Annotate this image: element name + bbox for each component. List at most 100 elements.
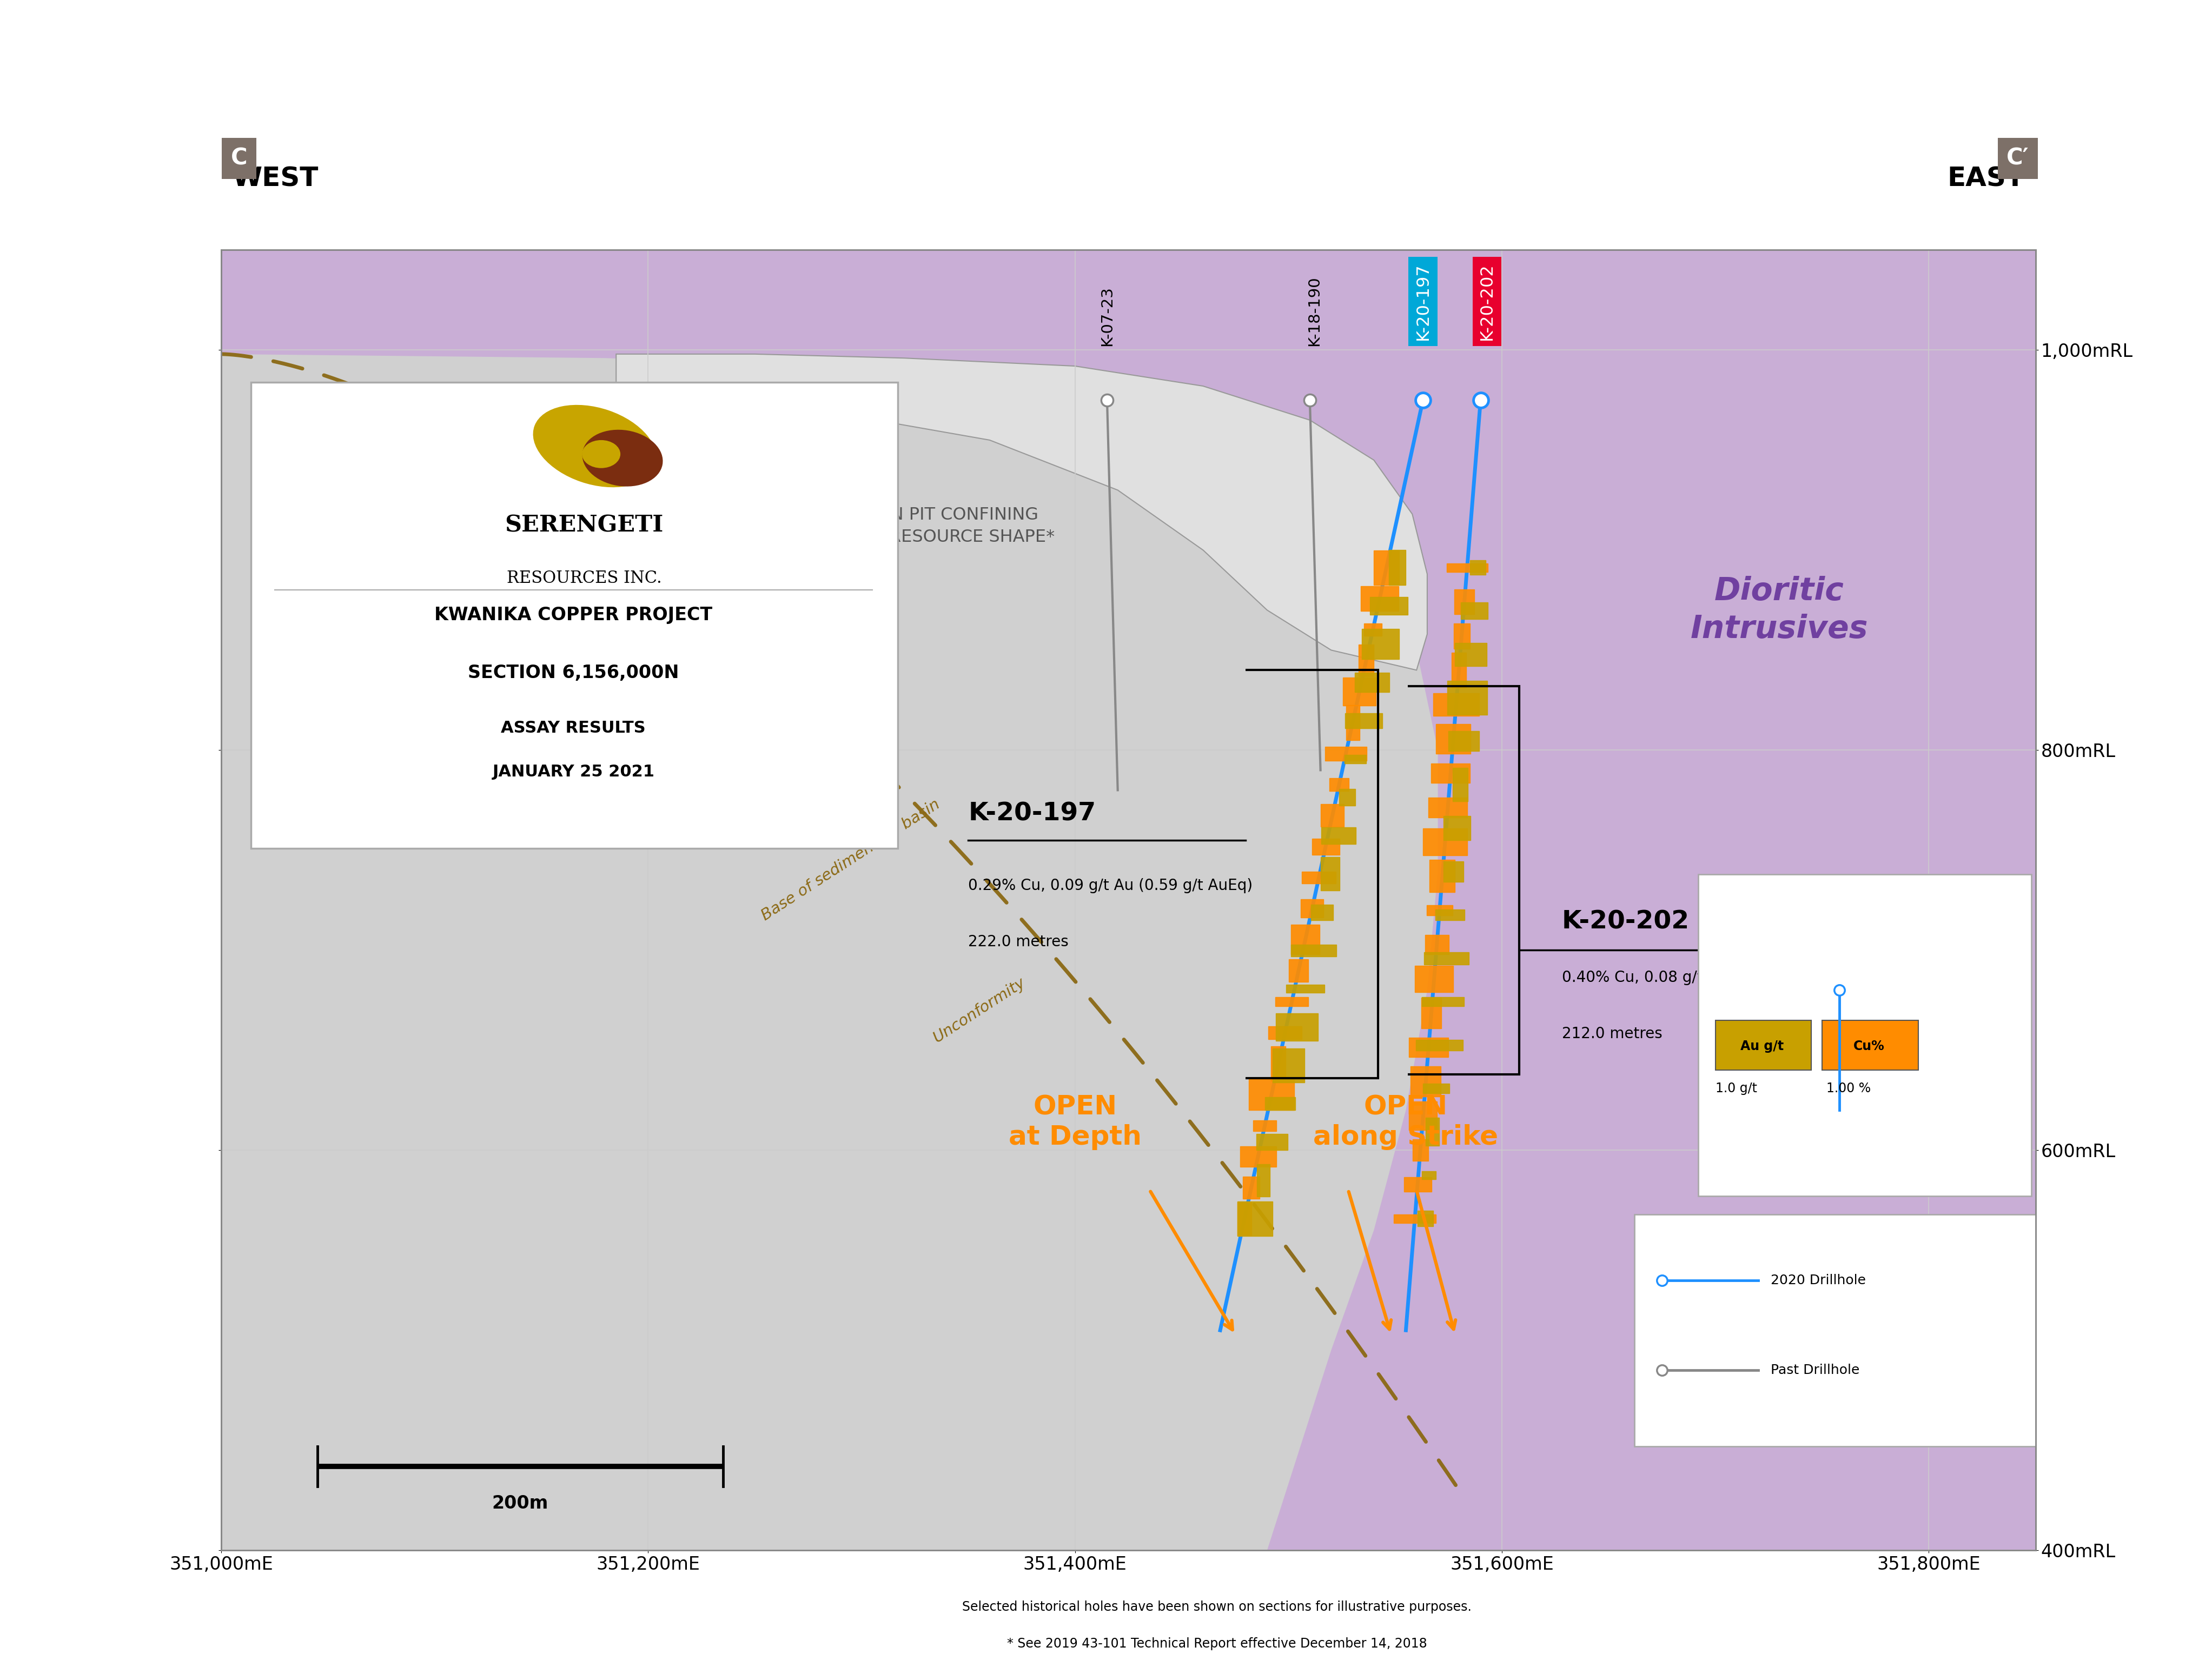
Bar [1239,1147,1276,1167]
Bar [1425,1119,1438,1145]
Bar [1256,1134,1287,1150]
Bar [1276,1014,1318,1040]
Bar [1265,1097,1294,1110]
Text: * See 2019 43-101 Technical Report effective December 14, 2018: * See 2019 43-101 Technical Report effec… [1006,1637,1427,1650]
Bar [1237,1202,1252,1235]
Bar [1823,1020,1918,1070]
Bar [1416,1040,1462,1050]
Text: K-20-202: K-20-202 [1478,263,1495,340]
Text: K-07-23: K-07-23 [1099,287,1115,347]
Bar [1431,763,1469,783]
Text: C′: C′ [2006,147,2028,170]
Bar [1237,1202,1272,1235]
Bar [1274,997,1307,1007]
Text: SERENGETI: SERENGETI [504,513,664,537]
Bar [1433,693,1480,715]
Bar [1312,839,1338,855]
Bar [1338,788,1354,805]
Bar [1369,597,1407,615]
Bar [1252,1120,1276,1130]
Bar [1312,905,1332,920]
Bar [1287,960,1307,982]
Bar [1329,778,1349,792]
Bar [1422,1170,1436,1180]
Bar [1272,1049,1305,1082]
Bar [1416,965,1453,992]
Polygon shape [221,353,1438,1550]
Bar [1345,705,1358,740]
Text: OPEN
along Strike: OPEN along Strike [1314,1094,1498,1150]
Text: EAST: EAST [1947,165,2024,192]
Bar [1394,1214,1436,1224]
Bar [1436,723,1471,753]
Bar [1411,1067,1440,1097]
Bar [1301,900,1323,919]
Bar [1422,1084,1449,1094]
Bar [1425,935,1449,954]
FancyBboxPatch shape [1635,1214,2073,1447]
Text: SECTION 6,156,000N: SECTION 6,156,000N [467,663,679,682]
Bar [1442,862,1462,882]
Bar [1321,827,1356,844]
Bar [1411,1139,1427,1160]
Bar [1451,653,1467,688]
Bar [1343,677,1376,705]
Text: Selected historical holes have been shown on sections for illustrative purposes.: Selected historical holes have been show… [962,1600,1471,1614]
Bar [1402,1177,1431,1192]
Ellipse shape [582,430,664,487]
Bar [1389,550,1405,585]
Bar [1345,713,1382,728]
Bar [1429,797,1467,817]
Text: Cu%: Cu% [1854,1040,1885,1052]
Text: RESOURCES INC.: RESOURCES INC. [507,570,661,587]
Bar [1409,1039,1449,1057]
Text: 0.29% Cu, 0.09 g/t Au (0.59 g/t AuEq): 0.29% Cu, 0.09 g/t Au (0.59 g/t AuEq) [969,879,1252,894]
Bar [1301,872,1336,884]
Text: Au g/t: Au g/t [1741,1040,1783,1052]
Bar [1427,905,1451,915]
Bar [1285,985,1325,994]
Text: OPEN
at Depth: OPEN at Depth [1009,1094,1141,1150]
Bar [1290,945,1336,957]
Bar [1354,672,1389,692]
Text: 212.0 metres: 212.0 metres [1562,1027,1661,1042]
Bar [1360,587,1398,610]
FancyBboxPatch shape [252,382,898,849]
Bar [1422,828,1467,855]
Text: K-20-197: K-20-197 [969,802,1095,827]
Bar [1447,680,1486,715]
Text: Unconformity: Unconformity [929,975,1029,1045]
Bar [1425,952,1469,965]
Bar [1256,1164,1270,1197]
Text: Base of sedimentary basin: Base of sedimentary basin [759,797,942,924]
Bar [1429,860,1455,892]
Text: ASSAY RESULTS: ASSAY RESULTS [500,720,646,735]
Bar [1714,1020,1812,1070]
Bar [1469,560,1484,575]
Ellipse shape [582,440,619,468]
Bar [1374,550,1398,585]
Bar [1345,755,1365,763]
Bar [1248,1079,1294,1110]
Text: Dioritic
Intrusives: Dioritic Intrusives [1690,575,1867,645]
Bar [1267,1027,1301,1039]
Bar [1325,747,1367,760]
Bar [1409,1102,1438,1130]
Bar [1453,768,1467,802]
Bar [1321,857,1340,890]
Text: K-18-190: K-18-190 [1307,277,1321,347]
Text: 1.00 %: 1.00 % [1825,1082,1871,1095]
Bar [1358,645,1374,677]
Bar [1453,588,1473,615]
Bar [1243,1177,1259,1199]
Bar [1321,803,1343,827]
Text: C: C [230,147,248,170]
Bar [1460,602,1486,618]
Text: OPEN PIT CONFINING
2019 RESOURCE SHAPE*: OPEN PIT CONFINING 2019 RESOURCE SHAPE* [838,507,1055,545]
Text: Past Drillhole: Past Drillhole [1770,1364,1860,1377]
Bar [1449,732,1480,752]
Text: 0.40% Cu, 0.08 g/t Au (0.77 g/t AuEq): 0.40% Cu, 0.08 g/t Au (0.77 g/t AuEq) [1562,970,1845,985]
Polygon shape [221,250,2035,1550]
Bar [1453,623,1469,648]
Polygon shape [615,353,1427,670]
